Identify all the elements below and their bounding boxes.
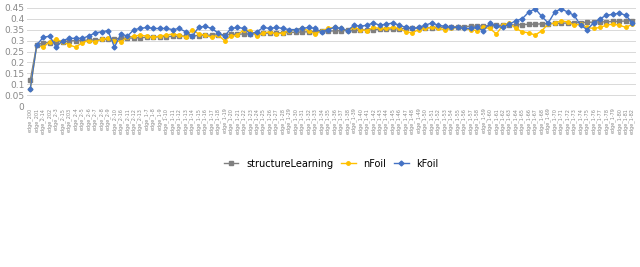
kFoil	[628, 21, 636, 25]
Line: nFoil: nFoil	[29, 19, 634, 91]
nFoil	[260, 31, 268, 34]
kFoil	[531, 7, 539, 10]
structureLearning	[182, 34, 189, 38]
kFoil	[479, 29, 487, 32]
kFoil	[130, 28, 138, 31]
nFoil	[26, 87, 34, 91]
nFoil	[479, 26, 487, 29]
nFoil	[557, 19, 565, 22]
structureLearning	[279, 31, 287, 34]
structureLearning	[479, 24, 487, 28]
kFoil	[182, 30, 189, 33]
structureLearning	[389, 27, 397, 30]
structureLearning	[260, 32, 268, 35]
structureLearning	[26, 78, 34, 82]
nFoil	[182, 36, 189, 39]
kFoil	[279, 27, 287, 30]
nFoil	[389, 26, 397, 29]
structureLearning	[628, 19, 636, 22]
kFoil	[389, 21, 397, 25]
kFoil	[26, 87, 34, 91]
kFoil	[260, 26, 268, 29]
Line: kFoil: kFoil	[29, 7, 634, 91]
structureLearning	[130, 36, 138, 40]
nFoil	[130, 34, 138, 38]
nFoil	[628, 22, 636, 26]
Line: structureLearning: structureLearning	[29, 19, 634, 82]
nFoil	[279, 31, 287, 34]
Legend: structureLearning, nFoil, kFoil: structureLearning, nFoil, kFoil	[220, 155, 443, 172]
